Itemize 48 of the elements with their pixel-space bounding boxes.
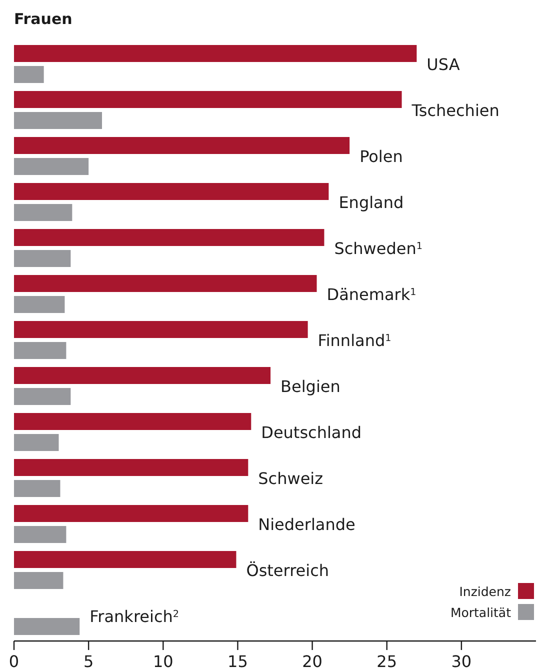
y-tick-label: Belgien [280, 377, 340, 396]
bar [14, 275, 317, 292]
bar [14, 158, 89, 175]
y-tick-label: Schweiz [258, 469, 324, 488]
y-tick-label: Frankreich$^{2}$ [90, 607, 180, 626]
x-tick-label: 15 [228, 652, 248, 671]
x-tick-label: 25 [376, 652, 398, 671]
y-tick-label: Polen [360, 147, 403, 166]
x-tick-label: 5 [83, 652, 94, 671]
x-tick-label: 10 [152, 652, 174, 671]
bar [14, 413, 252, 430]
bar [14, 296, 65, 313]
x-tick-label: 30 [451, 652, 472, 671]
bar [14, 434, 59, 451]
x-tick-label: 20 [302, 652, 322, 671]
legend-label: Inzidenz [459, 584, 512, 599]
y-tick-label: Deutschland [261, 423, 362, 442]
chart-title: Frauen [14, 10, 72, 28]
y-tick-label: Österreich [246, 561, 330, 580]
bar [14, 526, 66, 543]
bar [14, 342, 66, 359]
legend-label: Mortalität [450, 605, 512, 620]
bar [14, 137, 350, 154]
bar [14, 572, 64, 589]
y-tick-label: Finnland$^{1}$ [318, 331, 392, 350]
bar [14, 112, 102, 129]
bar [14, 204, 72, 221]
bar [14, 229, 324, 246]
x-tick-label: 0 [8, 652, 20, 671]
bar [14, 618, 80, 635]
bar [14, 45, 417, 62]
y-tick-label: USA [426, 55, 460, 74]
y-tick-label: Schweden$^{1}$ [334, 239, 422, 258]
bar [14, 505, 248, 522]
bar [14, 480, 60, 497]
bar [14, 321, 308, 338]
y-tick-label: Tschechien [410, 101, 500, 120]
bar [14, 459, 248, 476]
bar [14, 551, 236, 568]
bar [14, 183, 329, 200]
bar [14, 91, 402, 108]
y-tick-label: Niederlande [258, 515, 356, 534]
bar [14, 250, 71, 267]
bar [14, 388, 71, 405]
y-tick-label: England [338, 193, 404, 212]
bar [14, 66, 44, 83]
y-tick-label: Dänemark$^{1}$ [326, 285, 416, 304]
bar [14, 367, 271, 384]
